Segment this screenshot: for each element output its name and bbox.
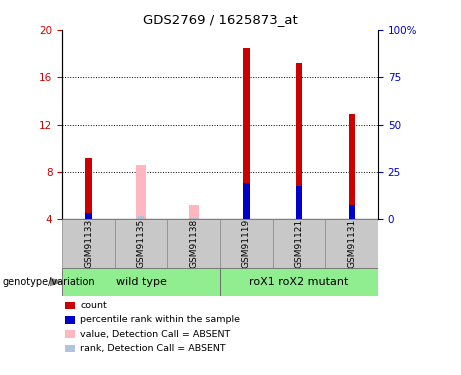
Bar	[220, 219, 273, 268]
Bar	[349, 114, 355, 219]
Text: value, Detection Call = ABSENT: value, Detection Call = ABSENT	[80, 330, 230, 339]
Bar	[296, 186, 302, 219]
Text: GSM91119: GSM91119	[242, 219, 251, 268]
Text: percentile rank within the sample: percentile rank within the sample	[80, 315, 240, 324]
Title: GDS2769 / 1625873_at: GDS2769 / 1625873_at	[143, 13, 297, 26]
Text: roX1 roX2 mutant: roX1 roX2 mutant	[249, 277, 349, 287]
Bar	[296, 63, 302, 219]
Text: wild type: wild type	[116, 277, 166, 287]
Bar	[62, 219, 115, 268]
Polygon shape	[50, 278, 61, 286]
Text: GSM91135: GSM91135	[136, 219, 146, 268]
Bar	[136, 165, 146, 219]
Bar	[243, 48, 249, 219]
Text: GSM91131: GSM91131	[347, 219, 356, 268]
Bar	[62, 268, 220, 296]
Text: GSM91121: GSM91121	[295, 219, 304, 268]
Bar	[115, 219, 167, 268]
Bar	[85, 213, 92, 219]
Text: genotype/variation: genotype/variation	[2, 277, 95, 287]
Bar	[273, 219, 325, 268]
Bar	[138, 216, 144, 219]
Bar	[191, 218, 197, 219]
Bar	[189, 205, 199, 219]
Bar	[167, 219, 220, 268]
Text: count: count	[80, 301, 107, 310]
Bar	[85, 158, 92, 219]
Text: rank, Detection Call = ABSENT: rank, Detection Call = ABSENT	[80, 344, 226, 353]
Bar	[325, 219, 378, 268]
Bar	[243, 183, 249, 219]
Bar	[349, 205, 355, 219]
Text: GSM91133: GSM91133	[84, 219, 93, 268]
Bar	[220, 268, 378, 296]
Text: GSM91138: GSM91138	[189, 219, 198, 268]
